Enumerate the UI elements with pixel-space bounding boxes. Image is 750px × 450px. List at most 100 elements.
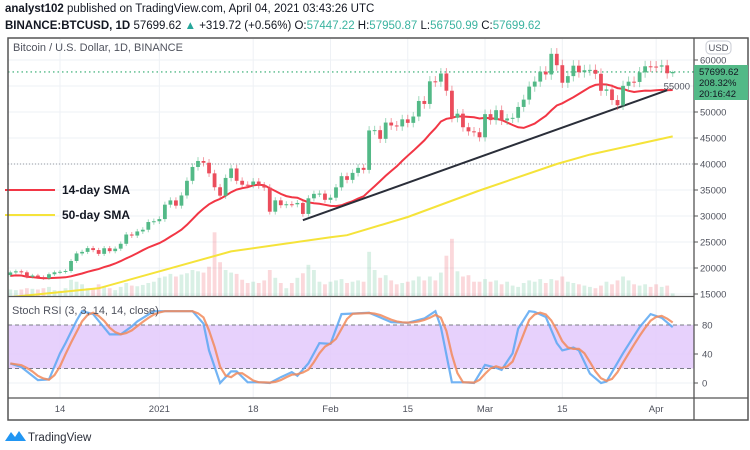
volume-bar [312, 270, 316, 296]
volume-bar [615, 280, 620, 296]
volume-bar [179, 274, 184, 296]
candle-body [588, 69, 592, 71]
price-tick-label: 20000 [700, 264, 726, 275]
candle-body [510, 117, 515, 119]
volume-bar [510, 285, 515, 296]
candle-body [488, 114, 493, 121]
time-tick-label: 2021 [149, 404, 170, 415]
candle-body [295, 202, 300, 205]
volume-bar [350, 281, 355, 296]
price-tick-label: 35000 [700, 186, 726, 197]
volume-bar [256, 283, 261, 296]
candle-body [543, 71, 548, 75]
volume-bar [505, 281, 510, 296]
candle-body [411, 116, 416, 123]
volume-bar [41, 288, 46, 296]
currency-button[interactable]: USD [705, 40, 732, 55]
volume-bar [317, 281, 322, 296]
candle-body [665, 65, 670, 74]
candle-body [659, 65, 664, 67]
volume-bar [527, 280, 532, 296]
candle-body [69, 260, 73, 271]
stoch-d-line [10, 310, 674, 384]
candle-body [201, 160, 206, 163]
volume-bar [444, 255, 449, 296]
volume-bar [295, 277, 300, 296]
candle-body [345, 176, 349, 180]
volume-bar [389, 280, 394, 296]
candle-body [532, 81, 537, 87]
candle-body [367, 130, 372, 170]
volume-bar [621, 276, 625, 296]
candle-body [571, 65, 576, 77]
candle-body [85, 248, 90, 252]
candle-body [565, 76, 570, 83]
candle-body [196, 160, 200, 167]
candle-body [604, 89, 609, 91]
volume-bar [267, 270, 272, 296]
legend-label-sma14: 14-day SMA [62, 183, 130, 197]
volume-bar [240, 279, 245, 296]
candle-body [240, 180, 245, 185]
candle-body [334, 187, 338, 198]
volume-bar [245, 283, 250, 296]
volume-bar [174, 276, 178, 296]
volume-bar [284, 288, 289, 296]
volume-bar [472, 281, 476, 296]
candle-body [505, 118, 510, 121]
volume-bar [361, 281, 366, 296]
volume-bar [196, 271, 200, 296]
volume-bar [96, 284, 101, 296]
candle-body [472, 131, 476, 133]
low-label: L: [420, 20, 431, 32]
price-tick-label: 50000 [700, 108, 726, 119]
volume-bar [185, 273, 189, 296]
rsi-axis[interactable]: 80 40 0 [694, 321, 713, 390]
volume-bar [593, 288, 598, 296]
rsi-tick-label: 0 [702, 379, 707, 390]
candle-body [383, 122, 388, 139]
volume-bar [576, 284, 581, 296]
volume-bar [367, 251, 372, 296]
high-value: 57950.87 [369, 20, 418, 32]
volume-bar [494, 280, 498, 296]
time-axis[interactable]: 14 2021 18 Feb 15 Mar 15 Apr [55, 404, 664, 415]
candle-body [438, 73, 443, 82]
candle-body [538, 71, 543, 82]
volume-bar [273, 277, 278, 296]
volume-bar [416, 276, 421, 296]
volume-bar [306, 264, 311, 296]
volume-bar [554, 280, 559, 296]
candle-body [599, 73, 603, 91]
triangle-up-icon: ▲ [184, 20, 196, 32]
brand-name: TradingView [28, 432, 92, 444]
price-label-percent: 208.32% [699, 78, 737, 89]
candle-body [278, 200, 283, 206]
candle-body [516, 106, 521, 118]
volume-bar [659, 286, 664, 296]
open-value: 57447.22 [306, 20, 355, 32]
volume-bar [323, 284, 327, 296]
tradingview-logo[interactable]: TradingView [5, 431, 92, 444]
candle-body [251, 181, 256, 185]
volume-bar [135, 286, 140, 296]
published-text: published on TradingView.com, April 04, … [67, 3, 375, 15]
candle-body [256, 181, 261, 186]
candle-body [477, 132, 482, 138]
candle-body [273, 200, 278, 212]
candle-body [190, 166, 195, 181]
candle-body [262, 185, 267, 188]
volume-bar [405, 281, 410, 296]
trendline[interactable] [302, 89, 668, 222]
volume-bar [654, 284, 659, 296]
volume-bar [499, 284, 504, 296]
price-axis[interactable]: 60000 55000 50000 45000 40000 35000 30000 25000… [664, 56, 727, 301]
price-tick-label: 15000 [700, 290, 726, 301]
author-name[interactable]: analyst102 [5, 3, 64, 15]
candle-body [245, 184, 250, 186]
volume-bar [251, 281, 256, 296]
candle-body [47, 274, 51, 279]
candle-body [107, 248, 112, 252]
candle-body [521, 99, 526, 107]
